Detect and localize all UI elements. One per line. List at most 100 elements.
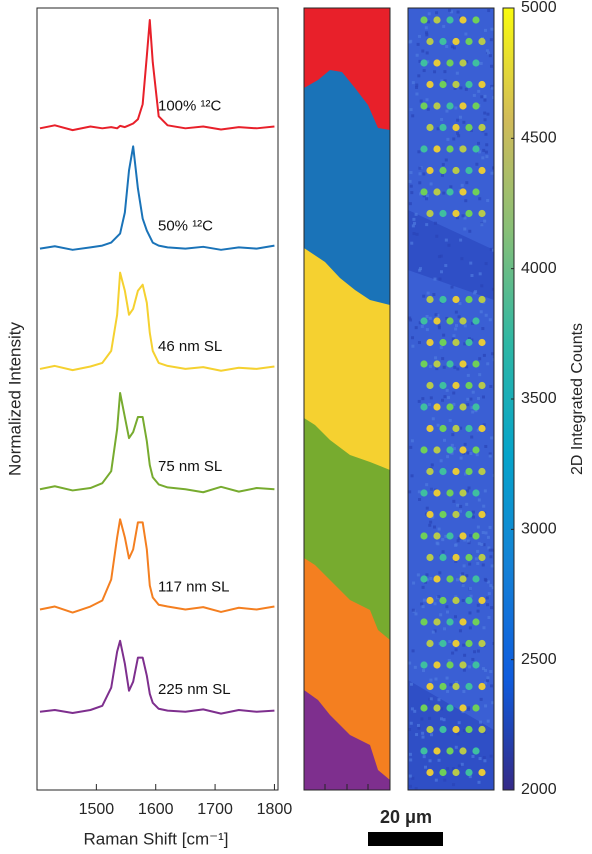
map-dot (446, 145, 454, 153)
map-noise (425, 194, 429, 198)
map-noise (453, 86, 457, 90)
map-dot (426, 381, 434, 390)
map-noise (418, 268, 422, 272)
map-noise (415, 85, 419, 89)
map-dot (472, 747, 480, 755)
map-noise (409, 445, 413, 449)
scale-bar-label: 20 μm (380, 807, 432, 827)
map-noise (476, 649, 480, 653)
map-dot (459, 102, 467, 110)
map-noise (478, 272, 482, 276)
map-noise (463, 538, 467, 542)
map-noise (437, 255, 441, 259)
map-noise (431, 515, 435, 519)
map-dot (472, 59, 480, 67)
map-noise (451, 767, 455, 771)
map-noise (471, 390, 475, 394)
map-noise (471, 510, 475, 514)
map-noise (431, 417, 435, 421)
map-dot (459, 704, 467, 712)
map-noise (480, 284, 484, 288)
map-noise (472, 93, 476, 97)
y-axis-label: Normalized Intensity (5, 322, 24, 477)
map-noise (440, 270, 444, 274)
map-dot (433, 575, 441, 583)
spectrum-label: 100% ¹²C (158, 97, 222, 114)
map-noise (463, 653, 467, 657)
map-noise (441, 357, 445, 361)
map-noise (414, 212, 418, 216)
map-noise (450, 451, 454, 455)
map-noise (421, 605, 425, 609)
map-noise (457, 764, 461, 768)
map-dot (426, 424, 434, 433)
map-dot (420, 618, 428, 626)
map-dot (459, 403, 467, 411)
map-noise (409, 39, 413, 43)
map-noise (422, 69, 426, 73)
map-dot (433, 145, 441, 153)
map-noise (470, 338, 474, 342)
map-noise (412, 581, 416, 585)
map-noise (436, 127, 440, 131)
map-noise (459, 238, 463, 242)
map-noise (469, 534, 473, 538)
map-noise (491, 548, 494, 552)
map-dot (426, 596, 434, 605)
map-noise (474, 557, 478, 561)
map-dot (446, 446, 454, 454)
map-dot (433, 59, 441, 67)
map-noise (483, 118, 487, 122)
map-dot (478, 209, 486, 218)
map-noise (417, 399, 421, 403)
map-noise (489, 384, 493, 388)
map-noise (426, 107, 430, 111)
spectrum-label: 46 nm SL (158, 338, 222, 355)
map-noise (428, 716, 432, 720)
map-dot (478, 424, 486, 433)
map-noise (467, 665, 471, 669)
map-noise (463, 227, 467, 231)
map-noise (416, 42, 420, 46)
map-noise (482, 423, 486, 427)
map-noise (410, 439, 414, 443)
map-noise (470, 273, 474, 277)
colorbar-tick-label: 2500 (521, 651, 557, 668)
map-noise (453, 615, 457, 619)
map-noise (488, 525, 492, 529)
map-noise (456, 503, 460, 507)
map-noise (449, 185, 453, 189)
map-noise (468, 587, 472, 591)
map-noise (485, 155, 489, 159)
map-noise (491, 586, 494, 590)
map-noise (439, 717, 443, 721)
map-noise (429, 487, 433, 491)
map-noise (442, 365, 446, 369)
map-dot (420, 489, 428, 497)
colorbar-tick-label: 5000 (521, 0, 557, 16)
map-noise (457, 134, 461, 138)
map-dot (420, 446, 428, 454)
map-dot (452, 467, 460, 476)
map-noise (489, 584, 493, 588)
map-noise (441, 398, 445, 402)
map-dot (465, 467, 473, 476)
map-noise (456, 732, 460, 736)
map-dot (452, 768, 460, 777)
map-noise (441, 538, 445, 542)
map-dot (433, 532, 441, 540)
map-noise (452, 447, 456, 451)
map-dot (420, 145, 428, 153)
spectrum-label: 225 nm SL (158, 681, 231, 698)
map-noise (484, 578, 488, 582)
map-noise (471, 515, 475, 519)
map-noise (486, 535, 490, 539)
map-noise (470, 406, 474, 410)
map-noise (411, 649, 415, 653)
map-noise (461, 710, 465, 714)
map-dot (433, 403, 441, 411)
map-noise (429, 697, 433, 701)
map-dot (452, 639, 460, 648)
map-dot (459, 145, 467, 153)
map-noise (430, 733, 434, 737)
